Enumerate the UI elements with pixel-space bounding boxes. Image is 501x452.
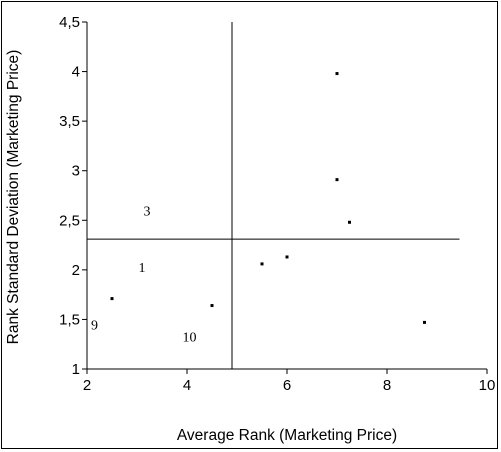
y-axis-title: Rank Standard Deviation (Marketing Price… bbox=[5, 50, 22, 345]
data-point bbox=[210, 304, 214, 308]
y-tick-label: 3,5 bbox=[59, 113, 80, 130]
x-tick-label: 10 bbox=[479, 377, 496, 394]
x-tick-label: 8 bbox=[383, 377, 391, 394]
x-axis-title: Average Rank (Marketing Price) bbox=[177, 427, 397, 444]
point-annotation: 1 bbox=[139, 261, 146, 276]
data-point bbox=[335, 178, 339, 182]
data-point bbox=[335, 72, 339, 76]
x-tick-label: 6 bbox=[283, 377, 291, 394]
x-axis-ticks: 2 4 6 8 10 bbox=[83, 369, 496, 394]
data-points bbox=[110, 72, 426, 324]
data-point bbox=[110, 297, 114, 301]
x-tick-label: 2 bbox=[83, 377, 91, 394]
point-annotation: 3 bbox=[144, 204, 151, 219]
y-tick-label: 1 bbox=[72, 361, 80, 378]
y-axis-ticks: 1 1,5 2 2,5 3 3,5 4 4,5 bbox=[59, 14, 87, 378]
data-point bbox=[285, 255, 289, 259]
point-annotation: 10 bbox=[183, 330, 197, 345]
y-tick-label: 4 bbox=[72, 64, 80, 81]
point-annotations: 3 1 9 10 bbox=[91, 204, 197, 345]
reference-lines bbox=[87, 22, 460, 369]
data-point bbox=[348, 220, 351, 224]
y-tick-label: 4,5 bbox=[59, 14, 80, 31]
y-tick-label: 2 bbox=[72, 262, 80, 279]
axes bbox=[86, 22, 487, 370]
y-tick-label: 1,5 bbox=[59, 311, 80, 328]
data-point bbox=[260, 262, 264, 266]
x-tick-label: 4 bbox=[183, 377, 191, 394]
point-annotation: 9 bbox=[91, 318, 98, 333]
y-tick-label: 2,5 bbox=[59, 212, 80, 229]
y-tick-label: 3 bbox=[72, 163, 80, 180]
data-point bbox=[423, 320, 426, 324]
